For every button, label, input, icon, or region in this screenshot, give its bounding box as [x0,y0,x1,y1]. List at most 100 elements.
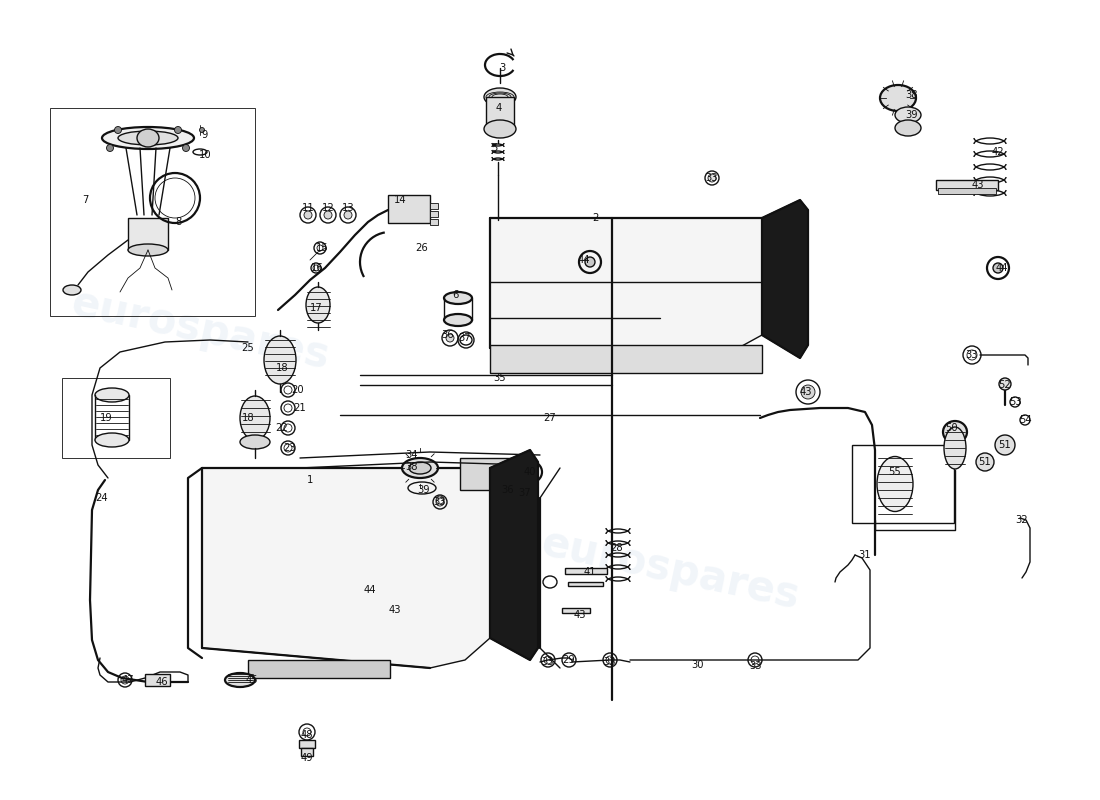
Text: 19: 19 [100,413,112,423]
Circle shape [976,453,994,471]
Ellipse shape [240,396,270,440]
Bar [145,674,170,686]
Text: 38: 38 [406,462,418,472]
Text: 3: 3 [499,63,505,73]
Ellipse shape [880,85,916,111]
Text: 54: 54 [1019,415,1032,425]
Text: 1: 1 [307,475,314,485]
Bar [565,568,607,574]
Text: 22: 22 [276,423,288,433]
Text: 20: 20 [292,385,305,395]
Circle shape [304,211,312,219]
Circle shape [175,126,182,134]
Text: 13: 13 [342,203,354,213]
Ellipse shape [118,131,178,145]
Circle shape [344,211,352,219]
Bar [430,219,438,225]
Text: 11: 11 [301,203,315,213]
Bar [62,378,170,458]
Bar [430,203,438,209]
Ellipse shape [895,107,921,123]
Text: 47: 47 [122,675,134,685]
Ellipse shape [444,292,472,304]
Ellipse shape [585,257,595,267]
Text: 53: 53 [1009,397,1021,407]
Text: 33: 33 [433,497,447,507]
Circle shape [183,145,189,151]
Text: 24: 24 [96,493,108,503]
Text: 37: 37 [519,488,531,498]
Circle shape [801,385,815,399]
Text: 36: 36 [442,330,454,340]
Text: 15: 15 [316,243,329,253]
Text: 28: 28 [610,543,624,553]
Text: 33: 33 [706,173,718,183]
Text: 9: 9 [201,130,208,140]
Ellipse shape [877,457,913,511]
Text: 33: 33 [541,657,554,667]
Circle shape [999,378,1011,390]
Text: 42: 42 [992,147,1004,157]
Text: 43: 43 [574,610,586,620]
Circle shape [107,145,113,151]
Text: 10: 10 [199,150,211,160]
Text: 50: 50 [946,423,958,433]
Text: 8: 8 [175,217,182,227]
Ellipse shape [240,435,270,449]
Text: 46: 46 [156,677,168,687]
Circle shape [996,435,1015,455]
Ellipse shape [95,388,129,402]
Text: 40: 40 [524,467,537,477]
Text: 23: 23 [284,443,296,453]
Text: 36: 36 [502,485,515,495]
Text: 43: 43 [971,180,984,190]
Circle shape [199,127,205,133]
Bar [852,445,954,523]
Ellipse shape [943,421,967,443]
Text: 51: 51 [979,457,991,467]
Text: 31: 31 [859,550,871,560]
Bar [248,660,390,678]
Text: 43: 43 [800,387,812,397]
Ellipse shape [226,673,255,687]
Text: eurospares: eurospares [67,282,333,378]
Text: 32: 32 [1015,515,1028,525]
Text: 49: 49 [300,753,313,763]
Text: 45: 45 [245,675,258,685]
Ellipse shape [63,285,81,295]
Ellipse shape [522,466,537,478]
Text: 35: 35 [494,373,506,383]
Ellipse shape [138,129,160,147]
Text: 37: 37 [459,333,471,343]
Bar [460,458,512,490]
Circle shape [114,126,121,134]
Ellipse shape [128,244,168,256]
Ellipse shape [264,336,296,384]
Polygon shape [202,468,490,668]
Ellipse shape [993,263,1003,273]
Bar [936,180,998,190]
Polygon shape [490,450,538,660]
Polygon shape [490,218,762,368]
Text: eurospares: eurospares [537,522,803,618]
Ellipse shape [444,314,472,326]
Text: 27: 27 [543,413,557,423]
Bar [490,345,762,373]
Ellipse shape [484,88,516,106]
Ellipse shape [306,287,330,323]
Text: 21: 21 [294,403,307,413]
Text: 55: 55 [889,467,901,477]
Text: 33: 33 [966,350,978,360]
Text: 44: 44 [578,255,591,265]
Ellipse shape [402,458,438,478]
Text: 6: 6 [452,290,459,300]
Text: 2: 2 [592,213,598,223]
Ellipse shape [895,120,921,136]
Text: 33: 33 [604,657,616,667]
Bar [562,608,590,613]
Circle shape [708,174,716,182]
Text: 5: 5 [491,143,497,153]
Text: 16: 16 [310,263,323,273]
Ellipse shape [409,462,431,474]
Bar [938,188,996,194]
